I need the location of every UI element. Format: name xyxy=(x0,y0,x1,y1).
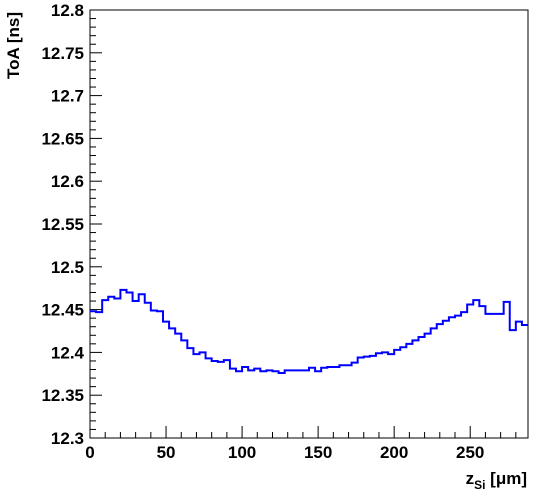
series-line xyxy=(90,288,528,374)
x-axis-title-subscript: Si xyxy=(474,478,485,491)
y-tick-label: 12.3 xyxy=(51,429,84,448)
y-axis-tick-labels: 12.3 12.35 12.4 12.45 12.5 12.55 12.6 12.65 12.7… xyxy=(41,1,84,448)
y-tick-label: 12.8 xyxy=(51,1,84,20)
y-tick-label: 12.65 xyxy=(41,129,84,148)
y-tick-label: 12.45 xyxy=(41,301,84,320)
y-tick-label: 12.35 xyxy=(41,386,84,405)
x-tick-label: 100 xyxy=(228,443,256,462)
x-tick-label: 50 xyxy=(157,443,176,462)
y-tick-label: 12.4 xyxy=(51,343,85,362)
x-axis-title-unit: [μm] xyxy=(485,469,527,488)
plot-frame xyxy=(89,9,529,439)
x-tick-label: 200 xyxy=(380,443,408,462)
x-axis-ticks xyxy=(89,426,517,438)
y-tick-label: 12.75 xyxy=(41,44,84,63)
y-axis-ticks xyxy=(90,9,102,439)
y-tick-label: 12.5 xyxy=(51,258,84,277)
x-axis-title: zSi [μm] xyxy=(466,469,527,491)
x-tick-label: 0 xyxy=(85,443,94,462)
y-axis-title: ToA [ns] xyxy=(4,12,23,79)
y-tick-label: 12.7 xyxy=(51,87,84,106)
y-tick-label: 12.6 xyxy=(51,172,84,191)
y-tick-label: 12.55 xyxy=(41,215,84,234)
x-axis-title-main: z xyxy=(466,469,475,488)
x-axis-tick-labels: 0 50 100 150 200 250 xyxy=(85,443,484,462)
x-tick-label: 250 xyxy=(456,443,484,462)
x-tick-label: 150 xyxy=(304,443,332,462)
